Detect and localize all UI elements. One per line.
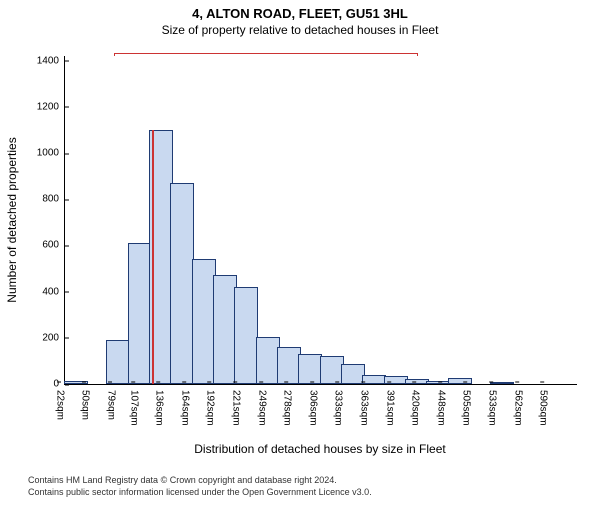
histogram-plot: 020040060080010001200140022sqm50sqm79sqm… [64, 56, 576, 384]
x-tick: 278sqm [282, 384, 293, 426]
x-tick: 363sqm [359, 384, 370, 426]
y-tick: 1000 [37, 148, 65, 159]
y-tick: 800 [42, 194, 65, 205]
x-tick: 192sqm [205, 384, 216, 426]
x-axis-label: Distribution of detached houses by size … [194, 442, 445, 456]
x-tick: 221sqm [231, 384, 242, 426]
title-sub: Size of property relative to detached ho… [0, 23, 600, 37]
footer-line-2: Contains public sector information licen… [28, 486, 372, 498]
y-tick: 200 [42, 332, 65, 343]
y-tick: 400 [42, 286, 65, 297]
x-tick: 164sqm [180, 384, 191, 426]
y-tick: 1200 [37, 101, 65, 112]
footer-attribution: Contains HM Land Registry data © Crown c… [28, 474, 372, 498]
y-axis-label: Number of detached properties [5, 137, 19, 302]
x-tick: 50sqm [80, 384, 91, 420]
x-tick: 79sqm [105, 384, 116, 420]
x-tick: 306sqm [308, 384, 319, 426]
footer-line-1: Contains HM Land Registry data © Crown c… [28, 474, 372, 486]
x-tick: 22sqm [54, 384, 65, 420]
x-tick: 333sqm [333, 384, 344, 426]
x-tick: 562sqm [512, 384, 523, 426]
x-tick: 505sqm [461, 384, 472, 426]
x-tick: 391sqm [384, 384, 395, 426]
x-tick: 420sqm [410, 384, 421, 426]
x-tick: 590sqm [538, 384, 549, 426]
y-tick: 600 [42, 240, 65, 251]
reference-line [152, 130, 154, 384]
x-tick: 107sqm [128, 384, 139, 426]
x-tick: 136sqm [154, 384, 165, 426]
x-tick: 533sqm [487, 384, 498, 426]
x-tick: 448sqm [436, 384, 447, 426]
x-tick: 249sqm [256, 384, 267, 426]
y-tick: 1400 [37, 55, 65, 66]
title-main: 4, ALTON ROAD, FLEET, GU51 3HL [0, 6, 600, 21]
